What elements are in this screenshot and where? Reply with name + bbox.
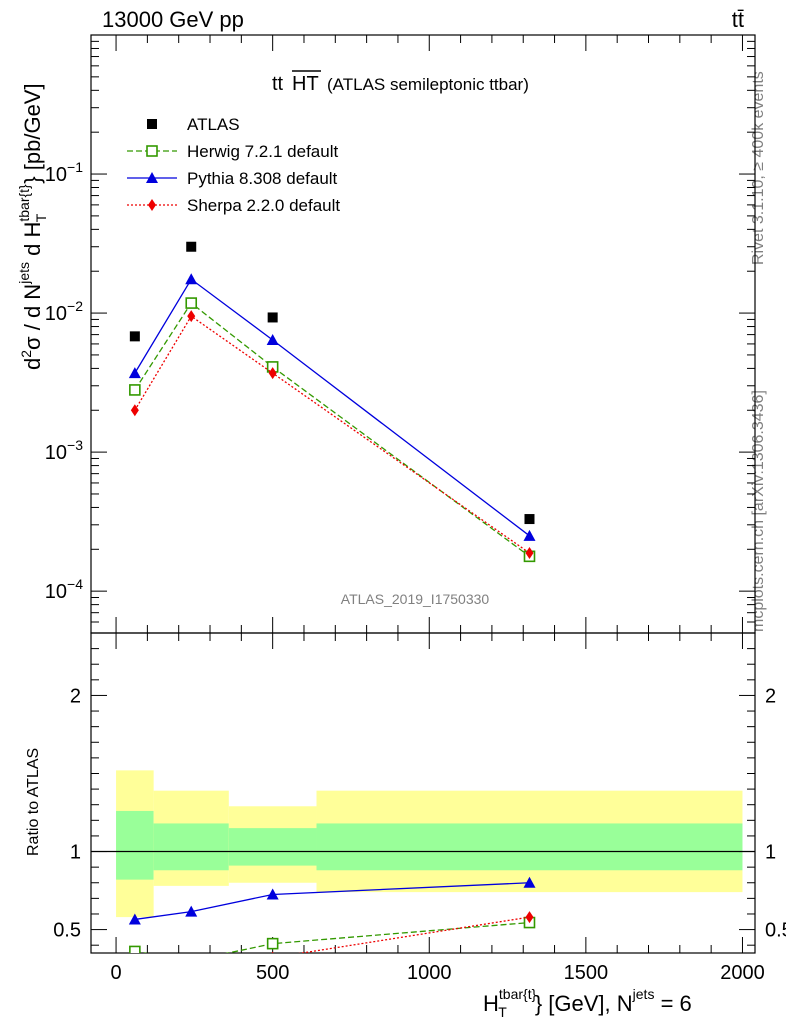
main-series-line-pythia xyxy=(134,278,530,537)
ratio-y-tick-label-right-0: 0.5 xyxy=(765,920,786,942)
ratio-bands xyxy=(91,770,755,918)
ratio-series-line-pythia xyxy=(134,882,530,921)
main-point-sherpa-1 xyxy=(187,310,196,323)
x-label-h: H xyxy=(483,991,499,1016)
main-point-herwig-0 xyxy=(129,384,141,396)
ratio-point-herwig-2 xyxy=(266,937,279,950)
legend-marker-herwig xyxy=(146,145,158,157)
ratio-panel-frame xyxy=(90,632,756,954)
x-tick-label-1: 500 xyxy=(256,962,289,984)
x-tick-label-0: 0 xyxy=(110,962,121,984)
ratio-y-tick-label-1: 1 xyxy=(70,842,81,864)
main-series-line-sherpa xyxy=(134,315,530,554)
main-point-atlas-1 xyxy=(186,241,197,252)
legend-label-sherpa: Sherpa 2.2.0 default xyxy=(187,196,340,215)
main-series-line-herwig xyxy=(134,302,530,557)
ratio-y-tick-label-right-2: 2 xyxy=(765,685,776,707)
x-axis-label: Htbar{t} T } [GeV], Njets = 6 xyxy=(483,986,692,1020)
ratio-point-pythia-1 xyxy=(185,905,198,917)
title-sub: (ATLAS semileptonic ttbar) xyxy=(327,75,529,94)
ratio-point-pythia-0 xyxy=(128,913,141,925)
x-label-rest: } [GeV], N xyxy=(535,991,633,1016)
main-y-axis-title: d2σ / d Njets d Htbar{t}T} [pb/GeV] xyxy=(16,83,49,370)
legend-marker-sherpa xyxy=(148,199,156,211)
ratio-series-line-sherpa xyxy=(298,916,530,953)
analysis-watermark: ATLAS_2019_I1750330 xyxy=(341,591,490,607)
main-data xyxy=(128,241,536,563)
ratio-band-inner-3 xyxy=(316,823,743,871)
mcplots-label: mcplots.cern.ch [arXiv:1306.3436] xyxy=(750,390,767,632)
rivet-label: Rivet 3.1.10, ≥ 400k events xyxy=(750,71,767,265)
main-point-atlas-3 xyxy=(524,514,535,525)
ratio-band-inner-2 xyxy=(228,828,317,866)
main-point-pythia-2 xyxy=(266,334,279,346)
main-point-sherpa-0 xyxy=(130,404,139,417)
main-y-tick-label-3: 10−4 xyxy=(45,576,83,603)
legend-marker-atlas xyxy=(147,119,157,129)
plot-title: tt HT (ATLAS semileptonic ttbar) xyxy=(272,70,529,95)
ratio-y-tick-label-0: 0.5 xyxy=(53,920,81,942)
ratio-y-tick-label-2: 2 xyxy=(70,685,81,707)
ratio-band-inner-0 xyxy=(116,810,154,880)
main-point-herwig-1 xyxy=(185,297,198,309)
main-point-pythia-1 xyxy=(185,273,198,285)
ratio-y-axis-label: Ratio to ATLAS xyxy=(25,748,42,856)
legend-label-herwig: Herwig 7.2.1 default xyxy=(187,142,338,161)
ratio-point-sherpa-1 xyxy=(187,958,195,970)
main-point-pythia-0 xyxy=(128,367,141,379)
x-label-sub: T xyxy=(498,1004,507,1020)
x-label-sup2: jets xyxy=(632,986,655,1002)
ratio-point-sherpa-2 xyxy=(271,951,274,953)
energy-label: 13000 GeV pp xyxy=(102,7,244,32)
main-y-tick-label-2: 10−3 xyxy=(45,437,83,464)
main-y-axis-label: d2σ / d Njets d Htbar{t}T} [pb/GeV] xyxy=(16,83,49,370)
process-label: tt̄ xyxy=(732,7,744,32)
title-over: HT xyxy=(292,73,319,95)
ratio-point-pythia-3 xyxy=(523,876,536,888)
main-point-sherpa-2 xyxy=(268,367,277,380)
x-label-end: = 6 xyxy=(654,991,691,1016)
ratio-point-sherpa-3 xyxy=(525,911,534,924)
legend-label-pythia: Pythia 8.308 default xyxy=(187,169,338,188)
legend-marker-pythia xyxy=(146,172,158,183)
main-point-sherpa-3 xyxy=(525,547,534,560)
ratio-band-inner-1 xyxy=(153,823,229,871)
main-y-tick-label-0: 10−1 xyxy=(45,159,83,186)
x-label-sup: tbar{t} xyxy=(499,986,537,1002)
x-tick-label-4: 2000 xyxy=(720,962,765,984)
ratio-point-herwig-1 xyxy=(186,956,196,966)
title-main: tt xyxy=(272,73,284,95)
main-point-pythia-3 xyxy=(523,529,536,541)
main-point-atlas-0 xyxy=(129,331,140,342)
x-tick-label-2: 1000 xyxy=(407,962,452,984)
main-y-tick-label-1: 10−2 xyxy=(45,298,83,325)
ratio-series-line-herwig xyxy=(134,921,530,953)
x-tick-label-3: 1500 xyxy=(564,962,609,984)
ratio-point-sherpa-0 xyxy=(131,961,139,973)
legend-label-atlas: ATLAS xyxy=(187,115,240,134)
ratio-data xyxy=(128,876,536,973)
legend: ATLAS Herwig 7.2.1 default Pythia 8.308 de… xyxy=(127,115,340,215)
x-axis-title: Htbar{t} T } [GeV], Njets = 6 xyxy=(483,986,692,1020)
ratio-point-herwig-0 xyxy=(129,945,141,953)
main-point-atlas-2 xyxy=(267,312,278,323)
ratio-point-pythia-2 xyxy=(266,888,279,900)
axis-ticks: 10−110−210−310−405001000150020000.50.511… xyxy=(45,34,786,984)
ratio-y-tick-label-right-1: 1 xyxy=(765,842,776,864)
